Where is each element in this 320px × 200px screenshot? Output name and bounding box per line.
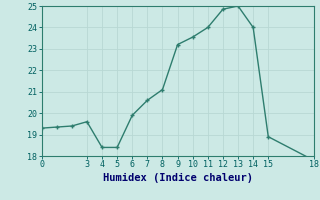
- X-axis label: Humidex (Indice chaleur): Humidex (Indice chaleur): [103, 173, 252, 183]
